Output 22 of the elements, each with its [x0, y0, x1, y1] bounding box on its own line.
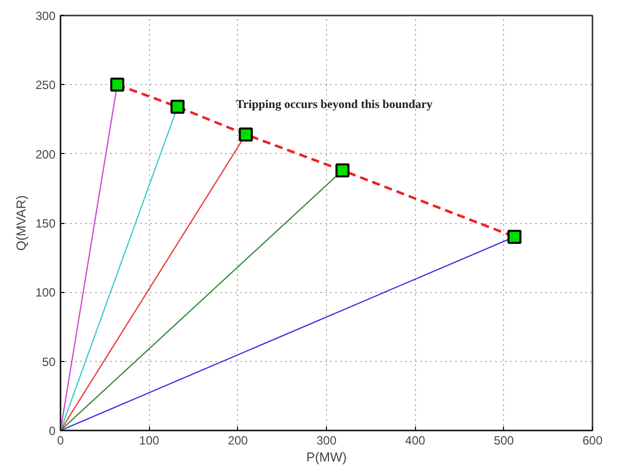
point: [110, 78, 124, 92]
x-tick-label: 100: [139, 434, 160, 448]
y-axis-title: Q(MVAR): [13, 195, 28, 251]
x-tick-label: 0: [57, 434, 64, 448]
y-tick-label: 50: [42, 354, 56, 369]
annotation: Tripping occurs beyond this boundary: [236, 96, 433, 111]
x-tick-label: 500: [494, 434, 514, 448]
point: [170, 100, 185, 114]
y-tick-label: 300: [35, 9, 56, 23]
point: [238, 127, 253, 142]
x-tick-label: 300: [316, 434, 337, 448]
x-tick-label: 200: [228, 434, 248, 448]
x-tick-label: 600: [582, 434, 603, 448]
point: [507, 230, 522, 244]
x-tick-label: 400: [405, 434, 426, 448]
y-tick-label: 0: [48, 424, 56, 438]
x-axis-title: P(MW): [306, 450, 347, 464]
y-tick-label: 250: [35, 78, 56, 92]
y-tick-label: 150: [35, 216, 56, 230]
y-tick-label: 100: [35, 286, 56, 300]
point: [335, 163, 350, 178]
y-tick-label: 200: [35, 147, 56, 162]
